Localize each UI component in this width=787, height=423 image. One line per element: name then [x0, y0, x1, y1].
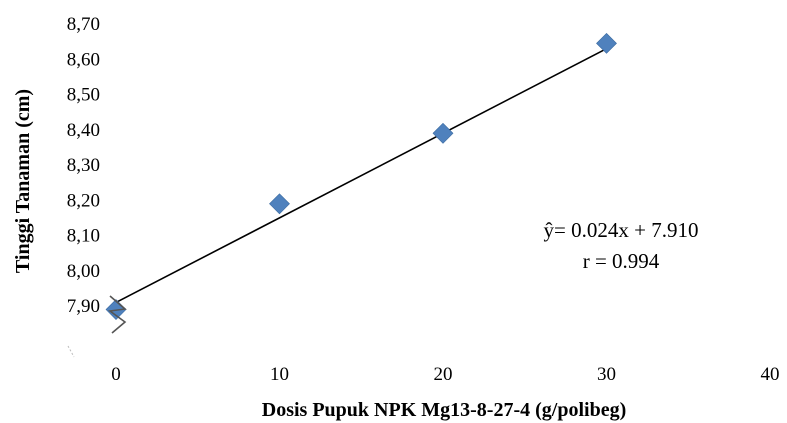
- x-tick-label: 10: [270, 364, 289, 385]
- y-tick-label: 8,50: [67, 85, 100, 106]
- x-tick-label: 40: [761, 364, 780, 385]
- axis-break-marker: [67, 295, 127, 358]
- trendline: [115, 47, 607, 304]
- x-tick-label: 20: [434, 364, 453, 385]
- correlation-coefficient: r = 0.994: [583, 249, 660, 273]
- y-tick-label: 8,60: [67, 49, 100, 70]
- x-tick-label: 30: [597, 364, 616, 385]
- data-point: [596, 32, 617, 54]
- x-axis-ticks: 0 10 20 30 40: [111, 364, 779, 385]
- regression-equation: ŷ= 0.024x + 7.910: [544, 218, 699, 242]
- y-tick-label: 8,20: [67, 190, 100, 211]
- y-axis-title: Tinggi Tanaman (cm): [12, 89, 34, 273]
- y-tick-label: 8,10: [67, 226, 100, 247]
- data-point: [269, 193, 290, 215]
- y-tick-label: 8,70: [67, 14, 100, 35]
- x-axis-title: Dosis Pupuk NPK Mg13-8-27-4 (g/polibeg): [262, 399, 626, 421]
- x-tick-label: 0: [111, 364, 121, 385]
- y-axis-ticks: 7,90 8,00 8,10 8,20 8,30 8,40 8,50 8,60 8,70: [67, 14, 100, 317]
- y-tick-label: 7,90: [67, 296, 100, 317]
- y-tick-label: 8,00: [67, 261, 100, 282]
- y-tick-label: 8,30: [67, 155, 100, 176]
- y-tick-label: 8,40: [67, 120, 100, 141]
- data-point: [432, 122, 454, 144]
